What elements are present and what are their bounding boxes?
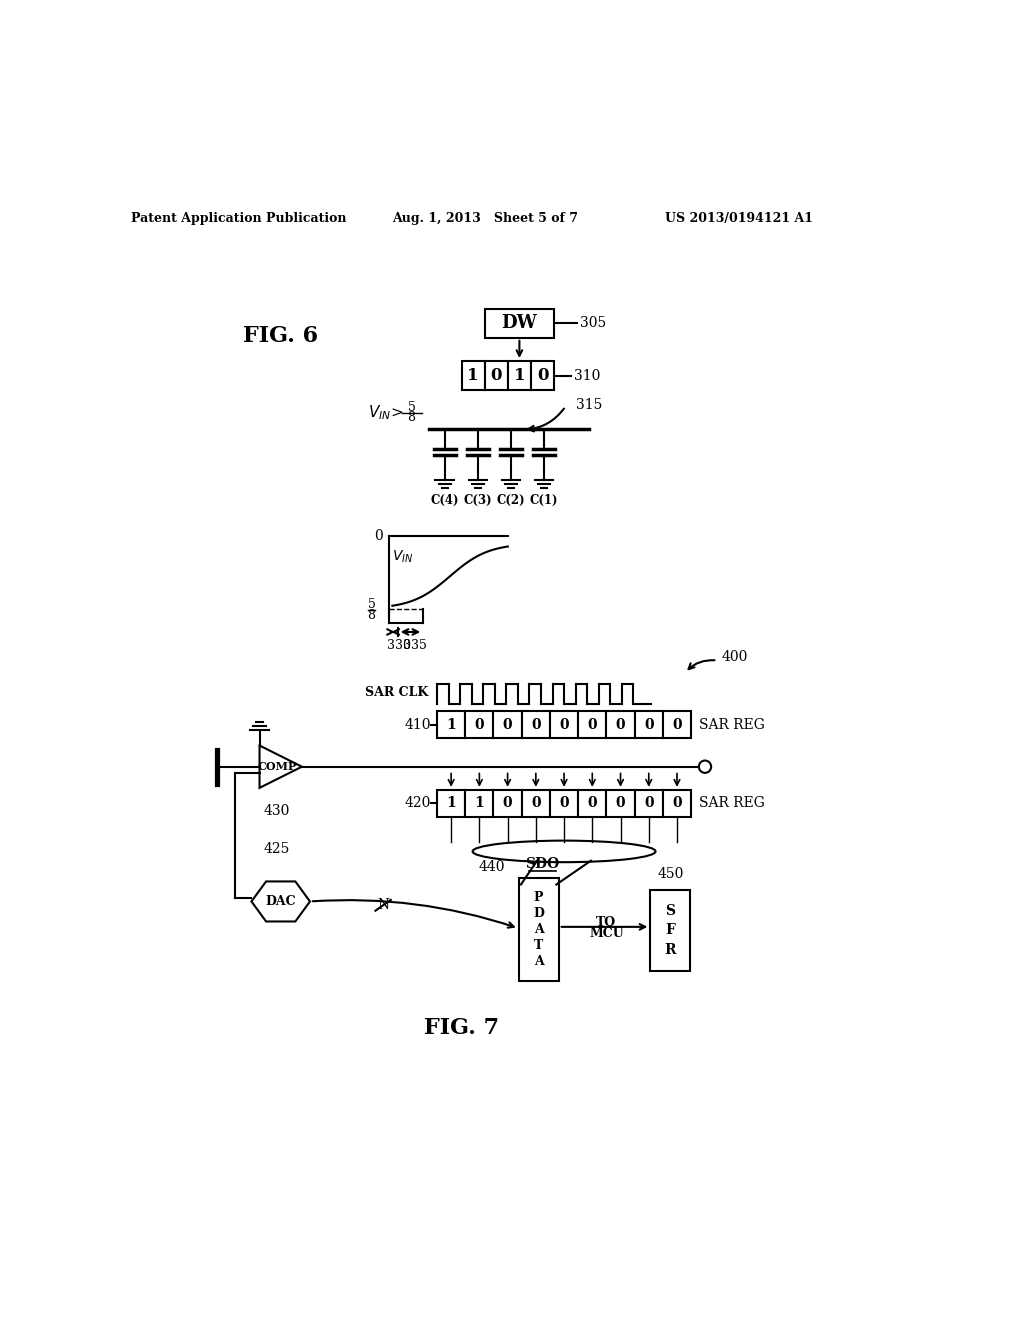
Text: 335: 335 — [403, 639, 427, 652]
FancyBboxPatch shape — [437, 789, 465, 817]
Text: COMP: COMP — [257, 762, 297, 772]
Text: Patent Application Publication: Patent Application Publication — [131, 213, 346, 224]
Text: 1: 1 — [468, 367, 479, 384]
FancyBboxPatch shape — [550, 711, 579, 738]
FancyBboxPatch shape — [579, 789, 606, 817]
Text: 410: 410 — [404, 718, 431, 731]
FancyBboxPatch shape — [635, 711, 663, 738]
Text: SDO: SDO — [525, 858, 560, 871]
Text: 0: 0 — [644, 718, 653, 731]
Text: 5: 5 — [368, 598, 376, 611]
Text: 8: 8 — [408, 412, 416, 425]
Text: 0: 0 — [375, 529, 383, 543]
FancyBboxPatch shape — [635, 789, 663, 817]
Text: 8: 8 — [368, 609, 376, 622]
Text: DW: DW — [502, 314, 538, 333]
Text: 305: 305 — [581, 317, 606, 330]
Text: US 2013/0194121 A1: US 2013/0194121 A1 — [665, 213, 813, 224]
Text: TO: TO — [596, 916, 616, 929]
Text: S
F
R: S F R — [665, 904, 676, 957]
Text: 0: 0 — [490, 367, 502, 384]
FancyBboxPatch shape — [437, 711, 465, 738]
Text: 0: 0 — [531, 796, 541, 810]
Text: 0: 0 — [672, 796, 682, 810]
Text: 0: 0 — [615, 718, 626, 731]
FancyBboxPatch shape — [494, 789, 521, 817]
FancyBboxPatch shape — [494, 711, 521, 738]
Text: 0: 0 — [615, 796, 626, 810]
Text: C(1): C(1) — [529, 494, 558, 507]
Text: N: N — [377, 899, 389, 912]
Text: 0: 0 — [474, 718, 484, 731]
Text: 425: 425 — [263, 842, 290, 857]
Text: 315: 315 — [575, 397, 602, 412]
FancyBboxPatch shape — [531, 360, 554, 391]
Text: 1: 1 — [474, 796, 484, 810]
FancyBboxPatch shape — [484, 360, 508, 391]
Text: Aug. 1, 2013   Sheet 5 of 7: Aug. 1, 2013 Sheet 5 of 7 — [392, 213, 578, 224]
Text: MCU: MCU — [589, 927, 624, 940]
Text: C(2): C(2) — [497, 494, 525, 507]
Text: 0: 0 — [644, 796, 653, 810]
Text: 450: 450 — [657, 867, 683, 882]
Text: 5: 5 — [408, 400, 416, 413]
Text: 330: 330 — [387, 639, 411, 652]
Text: 0: 0 — [588, 796, 597, 810]
Text: SAR REG: SAR REG — [698, 796, 765, 810]
Text: 0: 0 — [672, 718, 682, 731]
Text: 310: 310 — [574, 368, 600, 383]
Text: C(3): C(3) — [464, 494, 493, 507]
FancyBboxPatch shape — [606, 711, 635, 738]
FancyBboxPatch shape — [462, 360, 484, 391]
Text: SAR CLK: SAR CLK — [366, 685, 429, 698]
FancyBboxPatch shape — [521, 711, 550, 738]
Text: FIG. 6: FIG. 6 — [243, 325, 318, 346]
Text: DAC: DAC — [265, 895, 296, 908]
Text: $V_{IN}$: $V_{IN}$ — [392, 549, 414, 565]
Text: 400: 400 — [722, 651, 749, 664]
FancyBboxPatch shape — [508, 360, 531, 391]
FancyBboxPatch shape — [663, 711, 691, 738]
FancyBboxPatch shape — [521, 789, 550, 817]
Text: FIG. 7: FIG. 7 — [424, 1018, 500, 1040]
Text: 0: 0 — [559, 718, 569, 731]
Text: SAR REG: SAR REG — [698, 718, 765, 731]
Text: 0: 0 — [559, 796, 569, 810]
Text: $V_{IN}$>: $V_{IN}$> — [368, 403, 402, 422]
Text: 0: 0 — [588, 718, 597, 731]
Text: 0: 0 — [503, 718, 512, 731]
Text: 1: 1 — [514, 367, 525, 384]
Text: 0: 0 — [537, 367, 548, 384]
FancyBboxPatch shape — [606, 789, 635, 817]
FancyBboxPatch shape — [650, 890, 690, 970]
Text: 430: 430 — [263, 804, 290, 818]
Text: P
D
A
T
A: P D A T A — [534, 891, 544, 968]
Text: 0: 0 — [503, 796, 512, 810]
Text: 1: 1 — [446, 796, 456, 810]
Text: 420: 420 — [404, 796, 431, 810]
FancyBboxPatch shape — [465, 711, 494, 738]
FancyBboxPatch shape — [465, 789, 494, 817]
FancyBboxPatch shape — [579, 711, 606, 738]
FancyBboxPatch shape — [484, 309, 554, 338]
Text: 1: 1 — [446, 718, 456, 731]
Text: 440: 440 — [478, 859, 505, 874]
Text: 0: 0 — [531, 718, 541, 731]
Text: C(4): C(4) — [430, 494, 459, 507]
FancyBboxPatch shape — [663, 789, 691, 817]
FancyBboxPatch shape — [550, 789, 579, 817]
FancyBboxPatch shape — [518, 878, 559, 981]
